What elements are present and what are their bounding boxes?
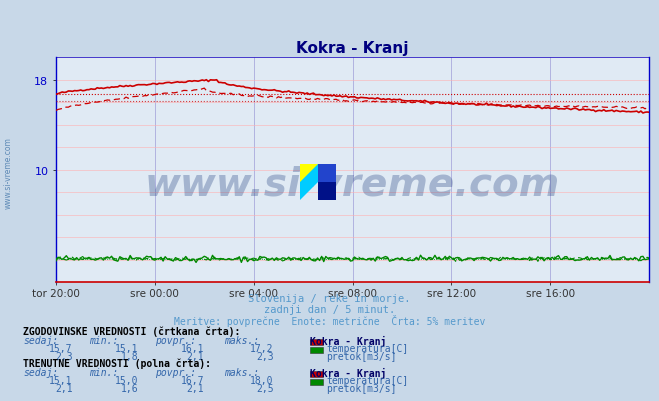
Text: Kokra - Kranj: Kokra - Kranj	[310, 335, 386, 346]
Polygon shape	[318, 182, 336, 200]
Text: 2,3: 2,3	[55, 351, 72, 361]
Text: 1,8: 1,8	[121, 351, 138, 361]
Text: temperatura[C]: temperatura[C]	[326, 375, 409, 385]
Polygon shape	[318, 164, 336, 182]
Text: temperatura[C]: temperatura[C]	[326, 343, 409, 353]
Text: 16,7: 16,7	[181, 375, 204, 385]
Text: povpr.:: povpr.:	[155, 367, 196, 377]
Polygon shape	[300, 182, 318, 200]
Text: pretok[m3/s]: pretok[m3/s]	[326, 351, 397, 361]
Text: 2,3: 2,3	[256, 351, 273, 361]
Text: pretok[m3/s]: pretok[m3/s]	[326, 383, 397, 393]
Text: 2,1: 2,1	[186, 383, 204, 393]
Text: 15,0: 15,0	[115, 375, 138, 385]
Text: 18,0: 18,0	[250, 375, 273, 385]
Text: 2,1: 2,1	[186, 351, 204, 361]
Text: 17,2: 17,2	[250, 343, 273, 353]
Text: Meritve: povprečne  Enote: metrične  Črta: 5% meritev: Meritve: povprečne Enote: metrične Črta:…	[174, 314, 485, 326]
Text: maks.:: maks.:	[224, 335, 259, 345]
Text: 1,6: 1,6	[121, 383, 138, 393]
Text: 2,1: 2,1	[55, 383, 72, 393]
Polygon shape	[300, 164, 318, 182]
Text: min.:: min.:	[89, 335, 119, 345]
Text: ZGODOVINSKE VREDNOSTI (črtkana črta):: ZGODOVINSKE VREDNOSTI (črtkana črta):	[23, 326, 241, 336]
Text: www.si-vreme.com: www.si-vreme.com	[3, 137, 13, 208]
Text: Kokra - Kranj: Kokra - Kranj	[310, 367, 386, 378]
Text: www.si-vreme.com: www.si-vreme.com	[145, 165, 560, 203]
Text: 15,1: 15,1	[49, 375, 72, 385]
Text: min.:: min.:	[89, 367, 119, 377]
Text: sedaj:: sedaj:	[23, 335, 58, 345]
Text: 15,7: 15,7	[49, 343, 72, 353]
Text: 16,1: 16,1	[181, 343, 204, 353]
Text: zadnji dan / 5 minut.: zadnji dan / 5 minut.	[264, 304, 395, 314]
Text: sedaj:: sedaj:	[23, 367, 58, 377]
Polygon shape	[300, 164, 318, 182]
Title: Kokra - Kranj: Kokra - Kranj	[297, 41, 409, 56]
Text: povpr.:: povpr.:	[155, 335, 196, 345]
Text: Slovenija / reke in morje.: Slovenija / reke in morje.	[248, 294, 411, 304]
Text: 15,1: 15,1	[115, 343, 138, 353]
Text: 2,5: 2,5	[256, 383, 273, 393]
Text: maks.:: maks.:	[224, 367, 259, 377]
Text: TRENUTNE VREDNOSTI (polna črta):: TRENUTNE VREDNOSTI (polna črta):	[23, 358, 211, 369]
